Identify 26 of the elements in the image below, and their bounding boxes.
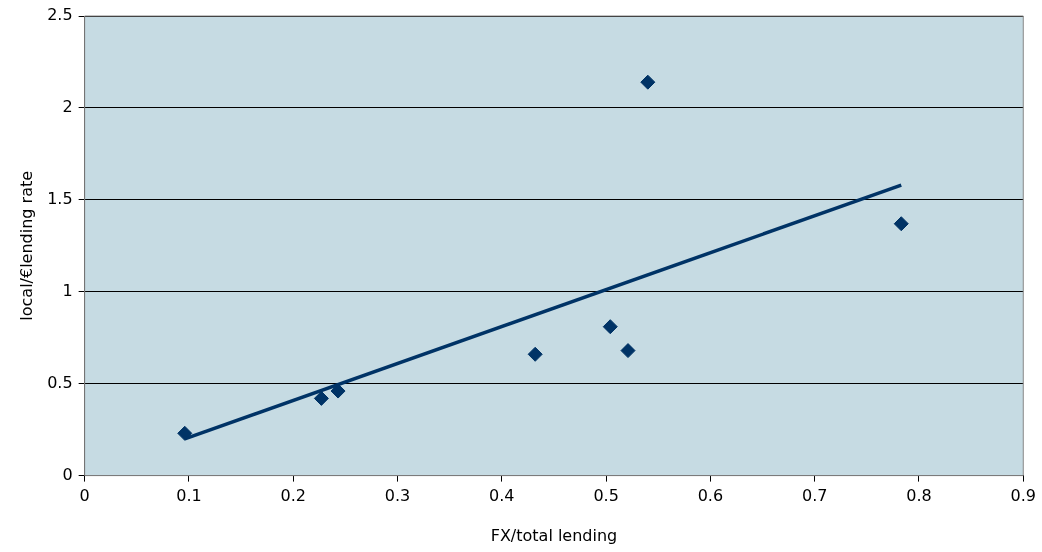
y-tick-label: 0 xyxy=(62,464,73,484)
point xyxy=(330,383,346,399)
x-tick-label: 0.9 xyxy=(1010,486,1036,506)
point xyxy=(602,319,618,335)
point xyxy=(177,425,193,441)
x-tick-label: 0.4 xyxy=(489,486,515,506)
point xyxy=(527,346,543,362)
y-tick-label: 1 xyxy=(62,280,73,300)
x-tick-label: 0.5 xyxy=(593,486,619,506)
x-tick-label: 0.8 xyxy=(906,486,932,506)
y-tick-label: 1.5 xyxy=(47,189,73,208)
y-axis-title: local/€lending rate xyxy=(16,170,36,321)
x-tick-label: 0.6 xyxy=(697,486,724,506)
x-tick-label: 0.2 xyxy=(280,486,306,506)
x-tick-label: 0 xyxy=(79,486,90,506)
point xyxy=(620,343,636,359)
point xyxy=(640,74,656,90)
x-tick-label: 0.3 xyxy=(384,486,411,506)
point xyxy=(313,390,329,406)
x-tick-label: 0.7 xyxy=(801,486,828,506)
x-tick-label: 0.1 xyxy=(176,486,202,506)
y-tick-label: 2 xyxy=(62,97,73,117)
point xyxy=(893,216,909,232)
y-tick-label: 0.5 xyxy=(47,372,73,392)
y-tick-label: 2.5 xyxy=(47,5,73,25)
x-axis-title: FX/total lending xyxy=(490,525,618,545)
